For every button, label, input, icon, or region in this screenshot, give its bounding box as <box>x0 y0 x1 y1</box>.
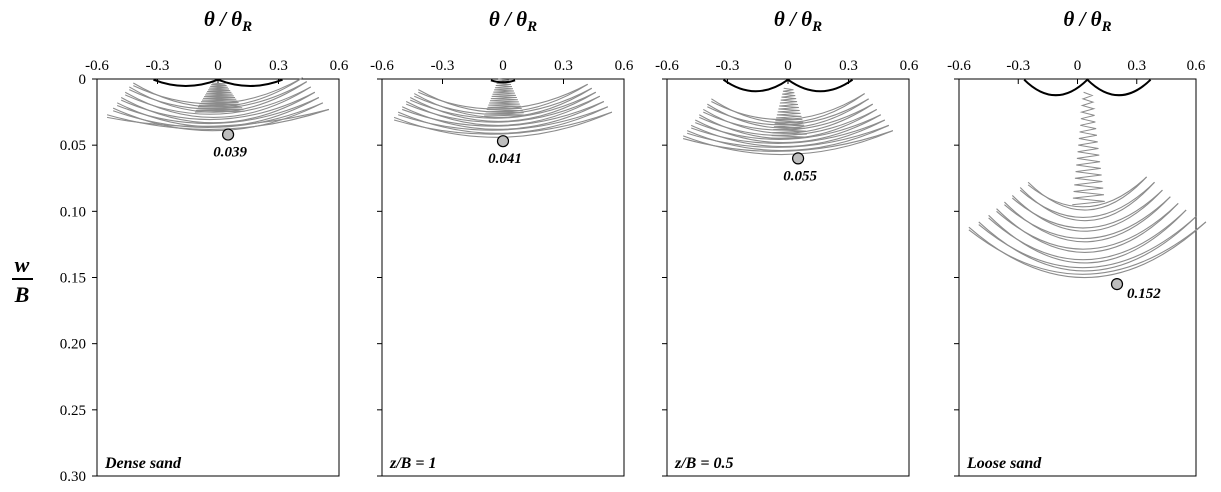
plot-frame <box>96 78 340 477</box>
final-settlement-label: 0.152 <box>1127 286 1161 302</box>
final-settlement-label: 0.039 <box>213 145 247 161</box>
settlement-cycle-curve <box>125 86 312 115</box>
settlement-cycle-curve <box>691 119 886 144</box>
final-settlement-point <box>1110 278 1124 291</box>
x-tick-label: 0.3 <box>554 58 573 74</box>
x-tick-label: -0.3 <box>146 58 170 74</box>
x-tick-label: 0 <box>214 58 222 74</box>
final-settlement-label: 0.041 <box>488 151 522 167</box>
x-tick-label: 0 <box>784 58 792 74</box>
x-tick-label: -0.3 <box>716 58 740 74</box>
settlement-cycle-curve <box>1019 181 1155 218</box>
y-tick-label: 0.10 <box>60 204 86 220</box>
y-tick-label: 0.25 <box>60 403 86 419</box>
settlement-cycle-curve <box>1004 196 1171 240</box>
settlement-cycle-curve <box>397 106 609 131</box>
x-tick-label: 0.3 <box>1127 58 1146 74</box>
x-axis-label: θ / θR <box>489 7 537 35</box>
final-settlement-point <box>791 152 805 165</box>
small-cycle-ripples <box>1072 91 1105 206</box>
small-cycle-ripples <box>484 78 525 117</box>
initial-rocking-curve <box>722 78 854 93</box>
panel-label: z/B = 1 <box>389 455 436 472</box>
x-tick-label: 0.6 <box>615 58 634 74</box>
settlement-cycle-curve <box>1027 176 1148 208</box>
panel-label: Dense sand <box>104 455 182 472</box>
y-tick-label: 0 <box>79 72 87 88</box>
settlement-cycle-curve <box>405 95 601 123</box>
settlement-cycle-curve <box>711 93 865 121</box>
x-tick-label: 0.3 <box>269 58 288 74</box>
small-cycle-ripples <box>770 87 808 140</box>
final-settlement-label: 0.055 <box>783 168 817 184</box>
x-tick-label: 0 <box>1074 58 1082 74</box>
small-cycle-ripples <box>194 82 245 113</box>
x-tick-label: 0.3 <box>839 58 858 74</box>
settlement-cycle-curve <box>978 216 1197 269</box>
x-tick-label: -0.3 <box>1006 58 1030 74</box>
final-settlement-point <box>221 128 235 141</box>
x-tick-label: 0.6 <box>1187 58 1206 74</box>
y-tick-label: 0.20 <box>60 337 86 353</box>
final-settlement-point <box>496 135 510 148</box>
settlement-cycle-curve <box>410 91 597 119</box>
x-tick-label: -0.6 <box>370 58 394 74</box>
y-tick-label: 0.30 <box>60 469 86 485</box>
panel-label: z/B = 0.5 <box>674 455 733 472</box>
settlement-cycle-curve <box>996 202 1179 250</box>
initial-rocking-curve <box>153 78 283 87</box>
settlement-cycle-curve <box>988 209 1187 261</box>
panel-label: Loose sand <box>966 455 1042 472</box>
settlement-cycle-curve <box>682 130 894 152</box>
settlement-cycle-curve <box>106 108 330 127</box>
x-tick-label: 0.6 <box>900 58 919 74</box>
settlement-cycle-curve <box>695 114 882 140</box>
settlement-cycle-curve <box>968 221 1207 275</box>
y-axis-label-numerator: w <box>15 252 30 277</box>
x-axis-label: θ / θR <box>774 7 822 35</box>
x-tick-label: -0.3 <box>431 58 455 74</box>
x-tick-label: -0.6 <box>85 58 109 74</box>
settlement-cycle-curve <box>687 124 890 148</box>
y-axis-label-denominator: B <box>14 282 30 307</box>
x-axis-label: θ / θR <box>1063 7 1111 35</box>
x-tick-label: -0.6 <box>947 58 971 74</box>
settlement-cycle-curve <box>401 100 605 127</box>
initial-rocking-curve <box>490 79 516 84</box>
settlement-cycle-curve <box>112 102 324 129</box>
x-tick-label: -0.6 <box>655 58 679 74</box>
settlement-cycle-curve <box>1011 189 1163 229</box>
settlement-cycle-curve <box>116 97 320 125</box>
x-axis-label: θ / θR <box>204 7 252 35</box>
settlement-cycle-curve <box>393 111 613 135</box>
y-tick-label: 0.15 <box>60 271 86 287</box>
settlement-cycle-curve <box>120 91 316 121</box>
y-tick-label: 0.05 <box>60 138 86 154</box>
initial-rocking-curve <box>1023 78 1152 97</box>
x-tick-label: 0 <box>499 58 507 74</box>
x-tick-label: 0.6 <box>330 58 349 74</box>
